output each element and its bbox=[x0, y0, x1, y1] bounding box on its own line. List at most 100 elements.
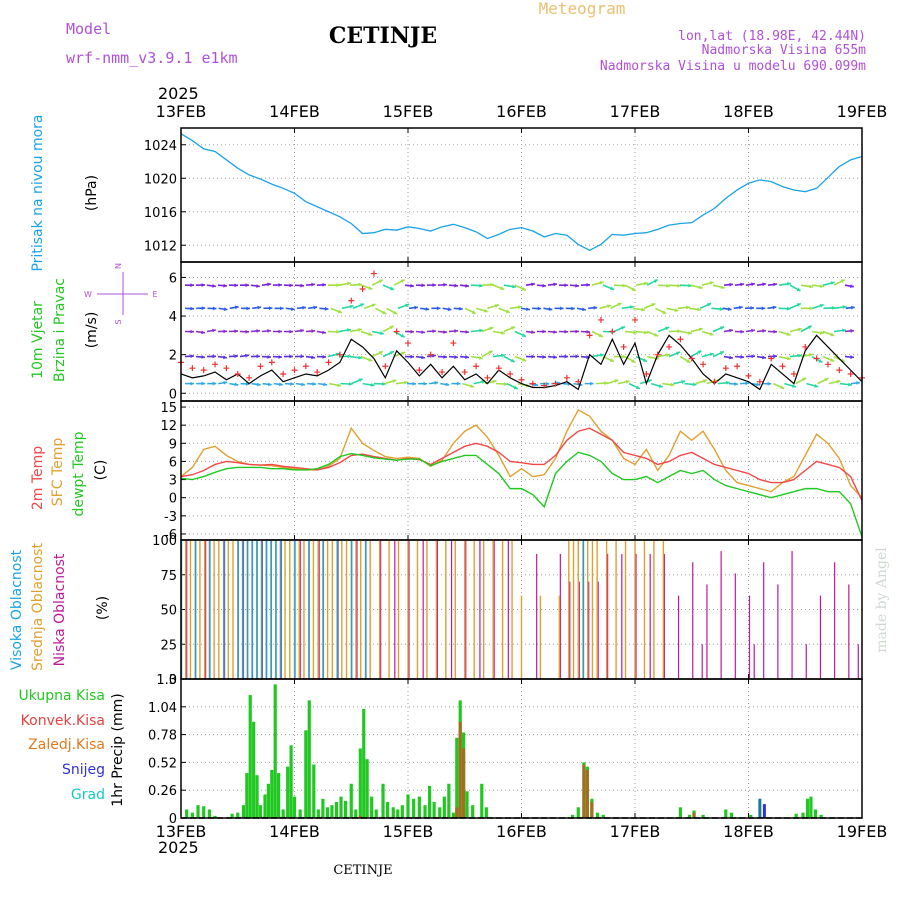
total-precip-bar bbox=[196, 805, 200, 818]
wind-gust-marker bbox=[632, 316, 638, 323]
top-date-label: 13FEB bbox=[156, 102, 207, 121]
wind-arrow-head bbox=[456, 381, 461, 386]
wind-arrow-head bbox=[289, 283, 293, 288]
wind-gust-marker bbox=[200, 367, 207, 374]
wind-gust-marker bbox=[473, 363, 480, 370]
cloud-ylabel: Visoka Oblacnost Srednja Oblacnost Niska… bbox=[9, 543, 111, 671]
wind-arrow-head bbox=[223, 283, 227, 288]
total-precip-bar bbox=[365, 759, 369, 818]
wind-arrow-head bbox=[234, 329, 238, 334]
wind-arrow-head bbox=[644, 330, 648, 335]
total-precip-bar bbox=[207, 809, 211, 818]
year-label-bottom: 2025 bbox=[158, 838, 199, 857]
wind-arrow-head bbox=[824, 378, 829, 382]
wind-arrow-head bbox=[190, 283, 194, 288]
wind-arrow-head bbox=[312, 382, 317, 386]
hail-bar bbox=[758, 798, 762, 818]
wind-gust-marker bbox=[280, 370, 287, 377]
wind-arrow-head bbox=[740, 282, 744, 287]
wind-arrow-head bbox=[190, 354, 194, 359]
wind-arrow-head bbox=[819, 303, 824, 308]
wind-arrow-head bbox=[531, 330, 535, 335]
wind-arrow-head bbox=[378, 351, 383, 355]
wind-arrow-head bbox=[234, 305, 239, 310]
total-precip-bar bbox=[349, 783, 353, 818]
wind-gust-marker bbox=[666, 343, 673, 350]
total-precip-bar bbox=[321, 798, 325, 818]
conv-precip-bar bbox=[582, 764, 586, 818]
wind-arrow-head bbox=[756, 382, 761, 387]
wind-arrow-head bbox=[223, 329, 227, 334]
total-precip-bar bbox=[248, 695, 252, 818]
wind-arrow-head bbox=[382, 382, 386, 386]
wind-arrow-head bbox=[223, 380, 228, 385]
wind-arrow-head bbox=[842, 328, 846, 333]
total-precip-bar bbox=[273, 684, 277, 818]
wind-gust-marker bbox=[768, 355, 775, 362]
total-precip-bar bbox=[601, 814, 605, 818]
wind-arrow-head bbox=[542, 355, 546, 359]
wind-arrow-head bbox=[358, 282, 362, 287]
y-tick-label: 0 bbox=[169, 387, 177, 402]
total-precip-bar bbox=[576, 807, 580, 818]
sfc-temp-line bbox=[180, 409, 863, 499]
total-precip-bar bbox=[185, 809, 189, 818]
wind-arrow-head bbox=[349, 304, 354, 309]
wind-arrow-head bbox=[653, 279, 658, 283]
wind-arrow-head bbox=[311, 282, 315, 287]
wind-arrow-head bbox=[688, 330, 692, 335]
wind-gust-marker bbox=[518, 376, 525, 383]
top-date-label: 14FEB bbox=[269, 102, 320, 121]
conv-precip-bar bbox=[692, 812, 696, 818]
wind-arrow-head bbox=[643, 281, 648, 286]
total-precip-bar bbox=[813, 809, 818, 818]
wind-gust-marker bbox=[370, 270, 377, 277]
wind-arrow-head bbox=[212, 381, 217, 386]
y-tick-label: 1020 bbox=[144, 172, 177, 187]
total-precip-bar bbox=[417, 796, 421, 818]
wind-arrow-head bbox=[542, 283, 546, 288]
wind-arrow-head bbox=[590, 381, 594, 386]
wind-arrow-head bbox=[762, 355, 766, 360]
wind-arrow-head bbox=[245, 329, 249, 334]
wind-arrow-head bbox=[751, 354, 755, 359]
total-precip-bar bbox=[465, 791, 469, 818]
total-precip-bar bbox=[678, 807, 682, 818]
meteogram-label: Meteogram bbox=[539, 0, 626, 18]
wind-arrow-head bbox=[443, 282, 447, 287]
wind-gust-marker bbox=[359, 286, 366, 293]
wind-gust-marker bbox=[711, 378, 718, 385]
dewpt-title: dewpt Temp bbox=[71, 431, 87, 516]
conv-precip-bar bbox=[455, 807, 459, 818]
y-tick-label: 1.04 bbox=[148, 701, 177, 716]
wind-arrow-head bbox=[807, 325, 812, 330]
wind-arrow-head bbox=[850, 329, 854, 333]
total-precip-bar bbox=[749, 814, 753, 818]
total-precip-bar bbox=[471, 805, 475, 818]
watermark: made by Angel bbox=[874, 547, 890, 653]
y-tick-label: 1.3 bbox=[156, 673, 177, 688]
wind-arrow-head bbox=[521, 333, 526, 337]
wind-gust-marker bbox=[450, 340, 457, 347]
total-precip-bar bbox=[484, 807, 488, 818]
bottom-date-label: 17FEB bbox=[610, 822, 661, 841]
top-date-label: 19FEB bbox=[837, 102, 888, 121]
wind-arrow-head bbox=[223, 307, 228, 312]
panel-frame bbox=[180, 678, 863, 819]
wind-arrow-head bbox=[311, 355, 315, 360]
wind-arrow-head bbox=[470, 384, 475, 388]
wind-arrow-head bbox=[666, 283, 670, 288]
total-precip-bar bbox=[358, 748, 362, 818]
wind-arrow-head bbox=[421, 330, 425, 335]
top-date-label: 17FEB bbox=[610, 102, 661, 121]
wind-arrow-head bbox=[517, 305, 522, 310]
wind-arrow-head bbox=[223, 355, 227, 360]
wind-arrow-head bbox=[726, 380, 730, 385]
wind-arrow-head bbox=[289, 354, 293, 359]
wind-arrow-head bbox=[212, 328, 216, 333]
wind-arrow-head bbox=[614, 379, 619, 383]
wind-arrow-head bbox=[245, 353, 249, 358]
total-precip-bar bbox=[687, 814, 692, 818]
wind-gust-marker bbox=[336, 351, 343, 358]
wind-arrow-head bbox=[443, 330, 447, 334]
